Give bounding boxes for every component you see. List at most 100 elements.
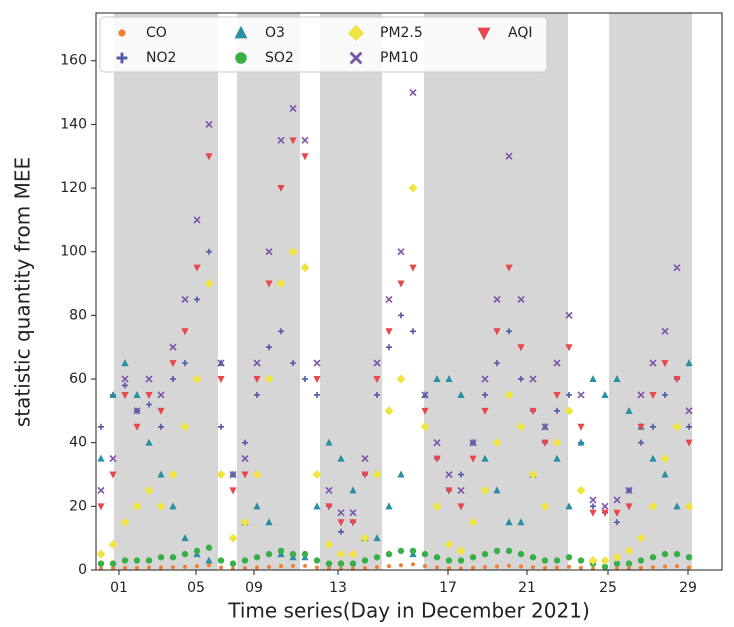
data-point xyxy=(483,565,487,570)
data-point xyxy=(493,547,501,555)
data-point xyxy=(313,502,321,510)
data-point xyxy=(397,280,405,288)
data-point xyxy=(373,534,381,542)
data-point xyxy=(325,438,333,446)
data-point xyxy=(360,533,370,543)
data-point xyxy=(289,550,297,558)
data-point xyxy=(576,485,586,495)
data-point xyxy=(505,264,513,272)
data-point xyxy=(193,216,201,224)
data-point xyxy=(349,509,357,517)
x-tick-label: 01 xyxy=(110,580,128,596)
data-point xyxy=(313,359,321,367)
data-point xyxy=(133,390,141,398)
data-point xyxy=(529,554,537,561)
data-point xyxy=(361,471,369,479)
data-point xyxy=(601,563,609,571)
data-point xyxy=(291,563,295,568)
data-point xyxy=(289,104,297,113)
data-point xyxy=(313,376,321,384)
data-point xyxy=(421,550,429,558)
data-point xyxy=(564,406,574,416)
y-tick-label: 160 xyxy=(60,53,87,69)
data-point xyxy=(637,557,645,564)
data-point xyxy=(661,327,669,335)
data-point xyxy=(409,547,417,555)
data-point xyxy=(253,554,261,561)
data-point xyxy=(205,120,213,128)
data-point xyxy=(410,328,416,335)
data-point xyxy=(457,486,465,494)
data-point xyxy=(229,470,237,479)
data-point xyxy=(242,439,248,446)
legend-label: PM2.5 xyxy=(380,25,423,41)
data-point xyxy=(541,439,549,447)
data-point xyxy=(109,471,117,479)
data-point xyxy=(408,183,418,193)
data-point xyxy=(624,546,634,556)
data-point xyxy=(314,391,320,398)
data-point xyxy=(469,439,477,447)
data-point xyxy=(649,391,657,399)
legend-label: NO2 xyxy=(146,50,176,66)
data-point xyxy=(518,376,524,383)
x-tick-label: 25 xyxy=(599,580,617,596)
data-point xyxy=(385,328,393,336)
data-point xyxy=(313,557,321,564)
data-point xyxy=(349,519,357,527)
data-point xyxy=(529,375,537,383)
data-point xyxy=(385,550,393,558)
legend-marker xyxy=(234,25,248,39)
data-point xyxy=(132,501,142,511)
data-point xyxy=(278,328,284,335)
data-point xyxy=(231,566,235,571)
data-point xyxy=(601,502,609,510)
data-point xyxy=(301,550,309,558)
data-point xyxy=(205,556,213,564)
data-point xyxy=(458,471,464,478)
data-point xyxy=(361,557,369,564)
data-point xyxy=(217,376,225,384)
data-point xyxy=(121,557,129,564)
legend-marker xyxy=(118,29,126,37)
shaded-span xyxy=(237,13,300,570)
data-point xyxy=(301,136,309,144)
data-point xyxy=(324,540,334,550)
data-point xyxy=(243,566,247,571)
data-point xyxy=(481,550,489,558)
data-point xyxy=(399,563,403,568)
data-point xyxy=(252,470,262,480)
data-point xyxy=(651,565,655,570)
legend-marker xyxy=(235,52,247,64)
data-point xyxy=(194,296,200,303)
y-tick-label: 40 xyxy=(69,435,87,451)
data-point xyxy=(372,470,382,480)
data-point xyxy=(457,503,465,511)
data-point xyxy=(565,344,573,352)
data-point xyxy=(168,470,178,480)
data-point xyxy=(253,376,261,384)
data-point xyxy=(288,247,298,257)
data-point xyxy=(327,566,331,571)
data-point xyxy=(337,560,345,567)
data-point xyxy=(613,375,621,383)
data-point xyxy=(98,423,104,430)
data-point xyxy=(387,564,391,569)
data-point xyxy=(649,359,657,367)
x-tick-label: 05 xyxy=(187,580,205,596)
data-point xyxy=(447,566,451,571)
data-point xyxy=(169,343,177,351)
data-point xyxy=(613,496,621,504)
data-point xyxy=(505,547,513,555)
data-point xyxy=(109,390,117,398)
data-point xyxy=(277,547,285,555)
data-point xyxy=(625,503,633,511)
data-point xyxy=(482,391,488,398)
data-point xyxy=(254,391,260,398)
data-point xyxy=(253,502,261,510)
data-point xyxy=(240,517,250,527)
data-point xyxy=(685,439,693,447)
data-point xyxy=(337,519,345,527)
data-point xyxy=(158,423,164,430)
data-point xyxy=(494,360,500,367)
